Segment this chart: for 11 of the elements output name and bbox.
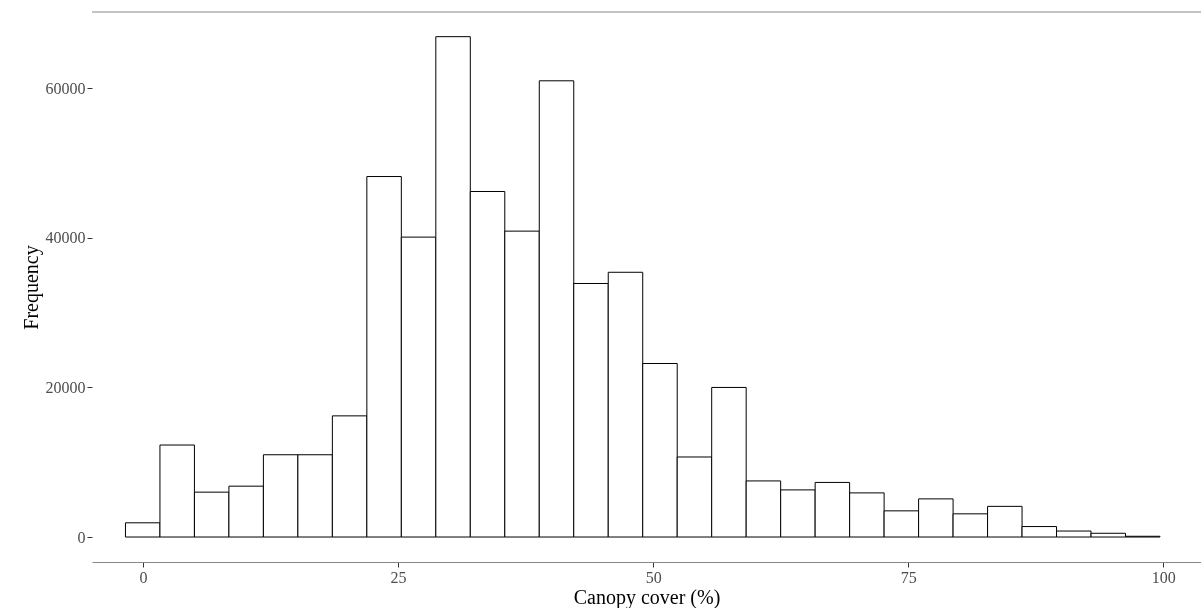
x-tick-label: 100 xyxy=(1151,568,1176,586)
x-tick-label: 50 xyxy=(645,568,662,586)
y-tick-label: 20000 xyxy=(45,378,86,396)
y-axis-title: Frequency xyxy=(19,245,43,330)
x-axis-title: Canopy cover (%) xyxy=(573,585,721,608)
x-tick-label: 75 xyxy=(900,568,917,586)
x-tick-label: 0 xyxy=(139,568,148,586)
y-tick-label: 40000 xyxy=(45,229,86,247)
x-tick-label: 25 xyxy=(390,568,407,586)
y-tick-label: 60000 xyxy=(45,79,86,97)
y-tick-label: 0 xyxy=(77,528,86,546)
